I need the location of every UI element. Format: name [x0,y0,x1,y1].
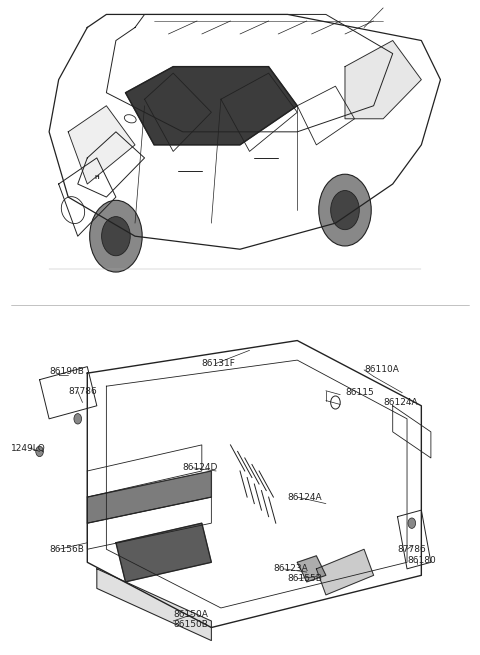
Circle shape [74,413,82,424]
Text: 1249LQ: 1249LQ [11,443,46,453]
Text: 86131F: 86131F [202,359,236,368]
Text: 86124A: 86124A [288,493,323,502]
Circle shape [408,518,416,529]
Text: 87786: 87786 [397,545,426,553]
Polygon shape [125,67,297,145]
Polygon shape [116,523,211,582]
Polygon shape [316,550,373,595]
Text: 86155B: 86155B [288,574,323,583]
Text: 86180: 86180 [407,557,436,565]
Text: 86190B: 86190B [49,367,84,377]
Text: 86124D: 86124D [183,463,218,472]
Text: 86150A: 86150A [173,610,208,619]
Text: 86156B: 86156B [49,545,84,553]
Polygon shape [87,471,211,523]
Polygon shape [97,569,211,641]
Text: H: H [95,175,99,180]
Polygon shape [68,105,135,184]
Text: 86124A: 86124A [383,398,418,407]
Polygon shape [297,556,326,582]
Text: 86123A: 86123A [274,565,308,573]
Text: 87786: 87786 [68,387,97,396]
Polygon shape [345,41,421,119]
Text: 86115: 86115 [345,388,374,397]
Circle shape [36,446,43,457]
Text: 86110A: 86110A [364,365,399,375]
Circle shape [90,200,142,272]
Circle shape [319,174,371,246]
Text: 86150B: 86150B [173,620,208,629]
Circle shape [331,191,360,230]
Circle shape [102,217,130,255]
